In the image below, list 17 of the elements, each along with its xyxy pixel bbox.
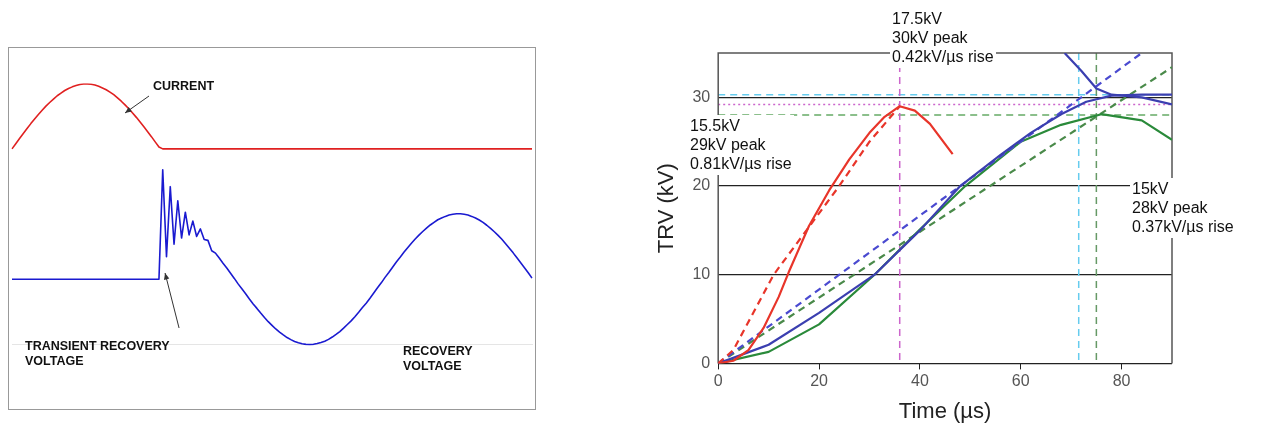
annotation: 15kV 28kV peak 0.37kV/µs rise <box>1130 178 1236 238</box>
annotation: 17.5kV 30kV peak 0.42kV/µs rise <box>890 8 996 68</box>
annotation: TRANSIENT RECOVERY VOLTAGE <box>24 338 171 370</box>
x-axis-title: Time (µs) <box>898 397 992 423</box>
annotation: CURRENT <box>152 78 216 95</box>
y-tick-label: 30 <box>692 87 711 105</box>
annotation: 15.5kV 29kV peak 0.81kV/µs rise <box>688 115 794 175</box>
x-tick-label: 40 <box>910 372 929 390</box>
x-tick-label: 20 <box>810 372 829 390</box>
y-tick-label: 20 <box>692 176 711 194</box>
x-tick-label: 80 <box>1112 372 1131 390</box>
y-axis-title: TRV (kV) <box>653 163 679 254</box>
x-tick-label: 60 <box>1011 372 1030 390</box>
y-tick-label: 0 <box>701 353 711 371</box>
y-tick-label: 10 <box>692 265 711 283</box>
annotation: RECOVERY VOLTAGE <box>402 343 474 375</box>
x-tick-label: 0 <box>713 372 723 390</box>
